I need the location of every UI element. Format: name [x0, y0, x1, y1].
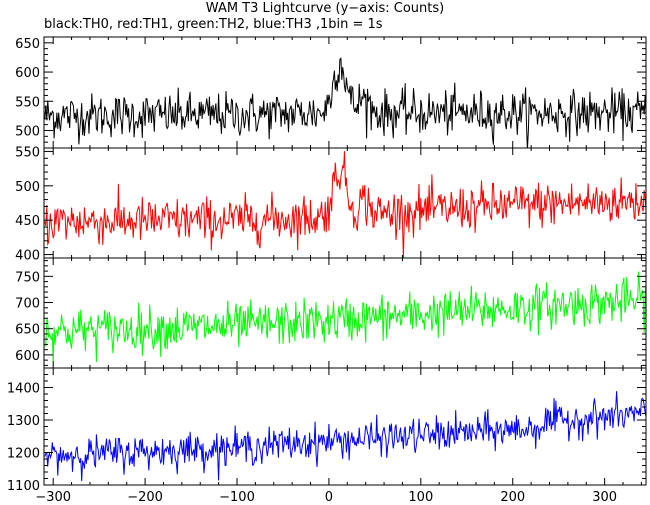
y-tick-label: 1200 [7, 447, 40, 462]
x-tick-label: 300 [592, 490, 617, 505]
panel-frame-th3 [43, 367, 647, 486]
y-tick-label: 750 [15, 270, 40, 285]
y-tick-label: 550 [15, 95, 40, 110]
y-tick-label: 500 [15, 124, 40, 139]
series-th1 [44, 151, 646, 258]
chart-subtitle: black:TH0, red:TH1, green:TH2, blue:TH3 … [44, 17, 383, 32]
series-th0 [44, 57, 646, 148]
x-tick-label: 100 [408, 490, 433, 505]
x-tick-label: −100 [219, 490, 255, 505]
y-tick-label: 650 [15, 323, 40, 338]
y-tick-label: 1400 [7, 382, 40, 397]
y-tick-label: 600 [15, 349, 40, 364]
y-tick-label: 600 [15, 66, 40, 81]
x-tick-label: 0 [325, 490, 333, 505]
y-tick-label: 400 [15, 249, 40, 264]
chart-title: WAM T3 Lightcurve (y−axis: Counts) [205, 1, 445, 16]
x-tick-label: −200 [127, 490, 163, 505]
y-tick-label: 550 [15, 145, 40, 160]
y-tick-label: 1100 [7, 479, 40, 494]
series-th2 [44, 271, 646, 363]
y-tick-label: 650 [15, 37, 40, 52]
y-tick-label: 1300 [7, 414, 40, 429]
x-tick-label: 200 [500, 490, 525, 505]
y-tick-label: 500 [15, 180, 40, 195]
y-tick-label: 700 [15, 297, 40, 312]
y-tick-label: 450 [15, 214, 40, 229]
x-tick-label: −300 [35, 490, 71, 505]
series-th3 [44, 391, 646, 482]
